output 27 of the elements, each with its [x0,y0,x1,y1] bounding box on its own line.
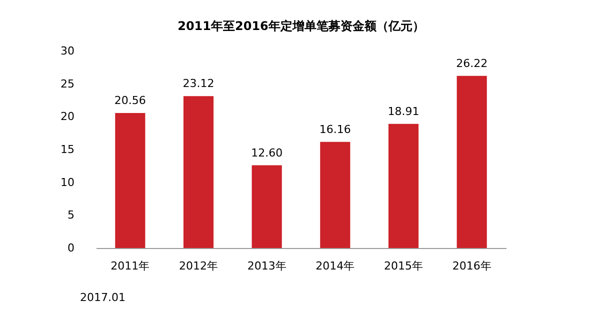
y-tick-label: 30 [60,44,74,58]
y-tick-label: 5 [68,208,74,222]
bar [115,112,146,248]
y-tick-label: 25 [60,77,74,90]
data-label: 20.56 [114,94,146,107]
x-tick-label: 2012年 [179,260,218,272]
data-label: 12.60 [251,146,283,160]
chart-title: 2011年至2016年定增单笔募资金额（亿元） [178,19,424,33]
bar [320,142,350,248]
bar [388,124,419,248]
x-tick-label: 2014年 [316,260,355,272]
data-label: 18.91 [388,104,420,118]
data-label: 23.12 [182,77,214,90]
y-tick-label: 15 [60,143,74,156]
y-tick-label: 20 [60,110,74,124]
bar [456,76,487,248]
x-tick-label: 2013年 [247,260,286,272]
x-tick-label: 2011年 [110,260,150,272]
y-tick-label: 10 [60,176,74,189]
text: 2017.01 [80,291,126,304]
bar [183,96,214,248]
bar [252,165,282,248]
y-tick-label: 0 [68,242,74,254]
x-tick-label: 2015年 [384,260,423,272]
x-tick-label: 2016年 [452,260,492,272]
data-label: 26.22 [456,56,488,70]
data-label: 16.16 [319,122,351,136]
